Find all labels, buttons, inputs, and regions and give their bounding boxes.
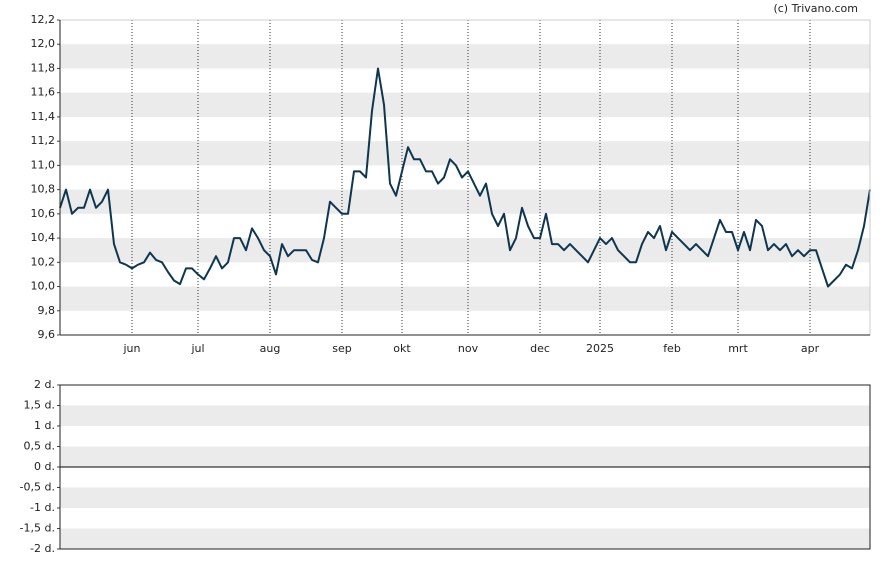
grid-band [60, 446, 870, 467]
y-tick-label: 11,2 [31, 134, 56, 147]
grid-band [60, 141, 870, 166]
y-tick-label: 12,2 [31, 13, 56, 26]
grid-band [60, 238, 870, 263]
x-tick-label: sep [332, 342, 351, 355]
x-tick-label: feb [663, 342, 681, 355]
grid-band [60, 92, 870, 117]
y-tick-label: 11,4 [31, 110, 56, 123]
x-tick-label: jul [190, 342, 204, 355]
y-tick-label: 10,0 [31, 280, 56, 293]
x-tick-label: jun [123, 342, 141, 355]
y-tick-label: 10,2 [31, 255, 56, 268]
grid-band [60, 44, 870, 69]
x-tick-label: okt [393, 342, 411, 355]
y-tick-label: 11,6 [31, 86, 56, 99]
y-tick-label: 2 d. [34, 378, 55, 391]
watermark: (c) Trivano.com [773, 2, 858, 15]
y-tick-label: 10,6 [31, 207, 56, 220]
y-tick-label: 1 d. [34, 419, 55, 432]
grid-band [60, 528, 870, 549]
y-tick-label: 10,8 [31, 183, 56, 196]
y-tick-label: -2 d. [30, 542, 55, 555]
x-tick-label: nov [458, 342, 479, 355]
y-tick-label: 0,5 d. [24, 440, 55, 453]
x-tick-label: apr [801, 342, 820, 355]
x-tick-label: aug [260, 342, 281, 355]
y-tick-label: 11,8 [31, 61, 56, 74]
x-tick-label: mrt [728, 342, 748, 355]
grid-band [60, 405, 870, 426]
grid-band [60, 189, 870, 214]
y-tick-label: 1,5 d. [24, 399, 55, 412]
x-tick-label: dec [530, 342, 550, 355]
y-tick-label: 9,6 [38, 328, 56, 341]
y-tick-label: 10,4 [31, 231, 56, 244]
y-tick-label: 0 d. [34, 460, 55, 473]
plot-frame [59, 384, 871, 550]
y-tick-label: -1,5 d. [20, 522, 55, 535]
y-tick-label: 9,8 [38, 304, 56, 317]
grid-band [60, 487, 870, 508]
grid-band [60, 286, 870, 311]
y-tick-label: -1 d. [30, 501, 55, 514]
y-tick-label: -0,5 d. [20, 481, 55, 494]
x-tick-label: 2025 [586, 342, 614, 355]
y-tick-label: 11,0 [31, 158, 56, 171]
price-line [59, 67, 871, 288]
y-tick-label: 12,0 [31, 37, 56, 50]
